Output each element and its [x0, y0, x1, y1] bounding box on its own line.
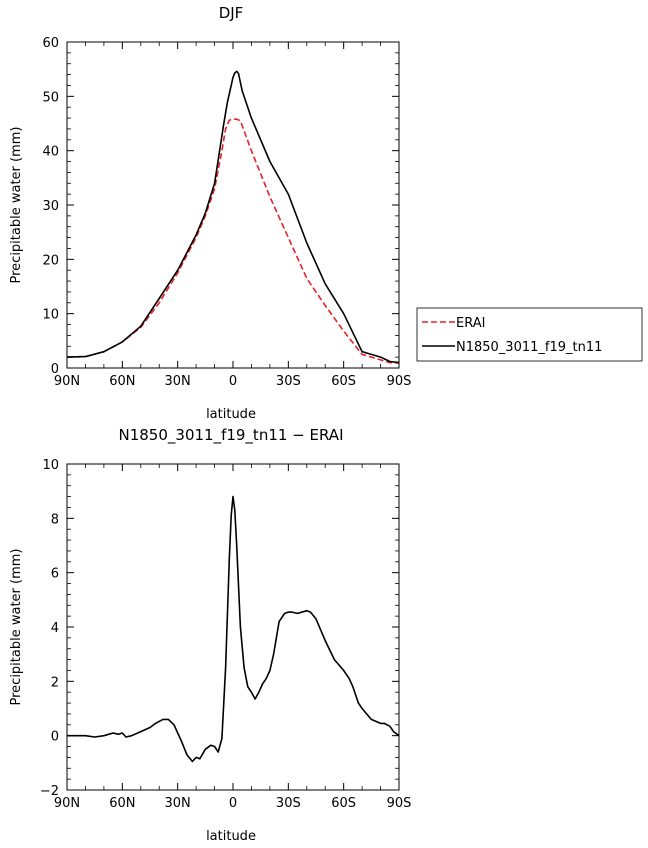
legend-box	[416, 307, 643, 362]
bottom-ytick-label-2: 2	[51, 675, 59, 690]
legend-label-erai: ERAI	[456, 316, 485, 331]
bottom-series	[67, 495, 400, 763]
top-ytick-label-1: 10	[42, 308, 59, 323]
bottom-xtick-label-2: 30N	[165, 796, 191, 811]
top-xtick-label-1: 60N	[109, 374, 135, 389]
bottom-series-line-0	[67, 495, 400, 763]
bottom-chart-title: N1850_3011_f19_tn11 − ERAI	[119, 426, 344, 445]
top-axis-ticks	[66, 41, 400, 369]
top-series-line-0	[66, 118, 400, 364]
top-xtick-label-0: 90N	[54, 374, 80, 389]
top-xtick-label-6: 90S	[387, 374, 412, 389]
top-y-axis-label: Precipitable water (mm)	[9, 127, 24, 284]
top-x-axis-label: latitude	[206, 407, 256, 422]
bottom-ytick-label-0: −2	[40, 784, 59, 799]
bottom-ytick-label-5: 8	[51, 512, 59, 527]
bottom-ytick-label-1: 0	[51, 730, 59, 745]
top-ytick-label-5: 50	[42, 90, 59, 105]
top-tick-labels: 90N 60N 30N 0 30S 60S 90S 0 10 20 30 40 50 60	[42, 36, 411, 389]
bottom-ytick-label-6: 10	[42, 458, 59, 473]
top-series-line-1	[66, 70, 400, 364]
top-chart-title: DJF	[219, 4, 244, 22]
bottom-xtick-label-5: 60S	[331, 796, 356, 811]
top-panel: DJF Precipitable water (mm) latitude 90N…	[9, 4, 411, 422]
bottom-xtick-label-1: 60N	[109, 796, 135, 811]
bottom-xtick-label-6: 90S	[387, 796, 412, 811]
top-ytick-label-6: 60	[42, 36, 59, 51]
legend-label-model: N1850_3011_f19_tn11	[456, 340, 602, 355]
top-xtick-label-4: 30S	[276, 374, 301, 389]
top-ytick-label-0: 0	[51, 362, 59, 377]
bottom-tick-labels: 90N 60N 30N 0 30S 60S 90S −2 0 2 4 6 8 10	[40, 458, 412, 811]
top-ytick-label-4: 40	[42, 145, 59, 160]
top-xtick-label-5: 60S	[331, 374, 356, 389]
bottom-ytick-label-4: 6	[51, 567, 59, 582]
top-series	[66, 70, 400, 364]
bottom-xtick-label-0: 90N	[54, 796, 80, 811]
legend: ERAI N1850_3011_f19_tn11	[416, 307, 643, 362]
top-plot-frame	[66, 41, 400, 369]
top-ytick-label-2: 20	[42, 253, 59, 268]
bottom-xtick-label-3: 0	[229, 796, 237, 811]
top-xtick-label-3: 0	[229, 374, 237, 389]
bottom-panel: N1850_3011_f19_tn11 − ERAI Precipitable …	[9, 426, 411, 844]
top-ytick-label-3: 30	[42, 199, 59, 214]
bottom-x-axis-label: latitude	[206, 829, 256, 844]
bottom-ytick-label-3: 4	[51, 621, 59, 636]
bottom-xtick-label-4: 30S	[276, 796, 301, 811]
bottom-y-axis-label: Precipitable water (mm)	[9, 549, 24, 706]
top-xtick-label-2: 30N	[165, 374, 191, 389]
bottom-axis-ticks	[66, 463, 400, 791]
bottom-plot-frame	[66, 463, 400, 791]
